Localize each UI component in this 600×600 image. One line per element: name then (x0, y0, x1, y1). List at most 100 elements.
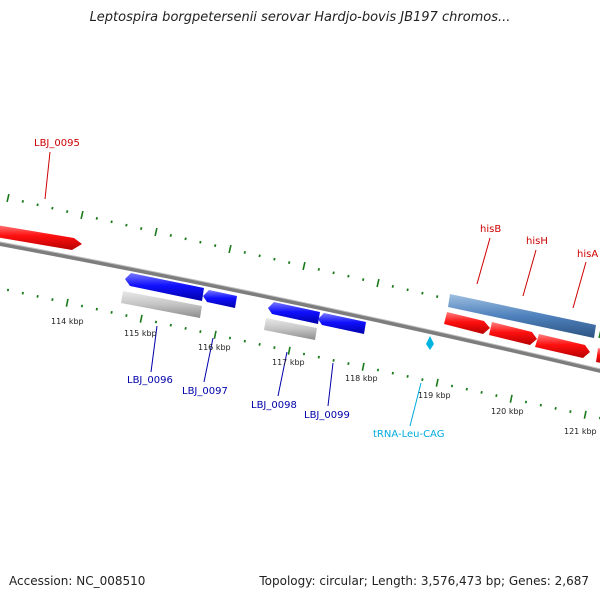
pseudo-gene-2[interactable] (264, 318, 317, 340)
minor-tick (569, 410, 572, 414)
minor-tick (495, 394, 498, 398)
gene-lbj-0095[interactable] (0, 224, 82, 250)
label-his-b[interactable]: hisB (480, 224, 501, 235)
minor-tick (317, 267, 320, 271)
minor-tick (199, 330, 202, 334)
major-tick (6, 193, 10, 203)
gene-his-b[interactable] (444, 312, 490, 334)
major-tick (598, 330, 600, 339)
minor-tick (347, 274, 350, 278)
minor-tick (376, 368, 380, 372)
minor-tick (21, 199, 24, 203)
minor-tick (110, 310, 113, 314)
minor-tick (110, 220, 113, 224)
trna-leu-cag-marker[interactable] (426, 336, 434, 350)
major-tick (435, 378, 439, 387)
label-lbj-0098[interactable]: LBJ_0098 (251, 400, 297, 411)
minor-tick (243, 250, 246, 254)
minor-tick (391, 284, 394, 288)
minor-tick (347, 362, 350, 366)
kbp-label-121: 121 kbp (564, 427, 597, 436)
minor-tick (421, 291, 424, 295)
minor-tick (362, 278, 365, 282)
operon-his[interactable] (448, 294, 596, 338)
label-lbj-0099[interactable]: LBJ_0099 (304, 410, 350, 421)
gene-lbj-0099[interactable] (318, 313, 366, 334)
label-lbj-0095[interactable]: LBJ_0095 (34, 138, 80, 149)
major-tick (376, 278, 380, 288)
gene-lbj-0097[interactable] (203, 290, 237, 308)
label-lbj-0096[interactable]: LBJ_0096 (127, 375, 173, 386)
minor-tick (21, 291, 24, 295)
minor-tick (258, 342, 261, 346)
minor-tick (406, 374, 409, 378)
minor-tick (169, 233, 172, 237)
minor-tick (243, 339, 246, 343)
kbp-label-119: 119 kbp (418, 391, 451, 400)
minor-tick (36, 203, 39, 207)
label-lbj-0097[interactable]: LBJ_0097 (182, 386, 228, 397)
minor-tick (125, 314, 128, 318)
minor-tick (450, 384, 454, 388)
minor-tick (332, 358, 335, 362)
minor-tick (554, 406, 557, 410)
minor-tick (317, 355, 320, 359)
map-title: Leptospira borgpetersenii serovar Hardjo… (89, 10, 511, 25)
label-his-h[interactable]: hisH (526, 236, 548, 247)
minor-tick (480, 390, 483, 394)
minor-tick (228, 336, 232, 340)
minor-tick (258, 254, 261, 258)
chromosome-backbone-highlight (0, 241, 600, 370)
major-tick (80, 210, 84, 220)
minor-tick (199, 240, 202, 244)
major-tick (139, 314, 143, 323)
minor-tick (465, 387, 468, 391)
major-tick (228, 244, 232, 254)
minor-tick (391, 371, 394, 375)
topology-summary: Topology: circular; Length: 3,576,473 bp… (259, 574, 589, 588)
accession-text: Accession: NC_008510 (9, 574, 146, 588)
minor-tick (154, 320, 158, 324)
kbp-label-114: 114 kbp (51, 317, 84, 326)
kbp-label-116: 116 kbp (198, 343, 231, 352)
minor-tick (524, 400, 528, 404)
gene-his-h[interactable] (489, 322, 537, 345)
major-tick (213, 330, 217, 339)
kbp-label-118: 118 kbp (345, 374, 378, 383)
pseudo-gene-1[interactable] (121, 291, 202, 318)
minor-tick (184, 237, 187, 241)
major-tick (65, 298, 69, 307)
chromosome-backbone (0, 241, 600, 373)
major-tick (302, 261, 306, 271)
minor-tick (273, 257, 276, 261)
minor-tick (6, 288, 10, 292)
major-tick (287, 346, 291, 355)
minor-tick (539, 403, 542, 407)
minor-tick (95, 307, 98, 311)
label-leaders (44, 151, 587, 427)
minor-tick (302, 352, 306, 356)
minor-tick (66, 210, 69, 214)
minor-tick (421, 378, 424, 382)
minor-tick (51, 206, 54, 210)
minor-tick (214, 244, 217, 248)
minor-tick (332, 271, 335, 275)
major-tick (583, 410, 587, 419)
kbp-label-117: 117 kbp (272, 358, 305, 367)
label-his-a[interactable]: hisA (577, 249, 598, 260)
gene-next-forward[interactable] (596, 348, 600, 364)
gene-his-a[interactable] (535, 334, 590, 358)
kbp-label-120: 120 kbp (491, 407, 524, 416)
minor-tick (273, 346, 276, 350)
minor-tick (184, 326, 187, 330)
minor-tick (406, 288, 409, 292)
minor-tick (125, 223, 128, 227)
gene-lbj-0096[interactable] (125, 273, 204, 301)
minor-tick (436, 295, 439, 299)
minor-tick (51, 298, 54, 302)
gene-lbj-0098[interactable] (268, 302, 320, 324)
label-trna-leu-cag[interactable]: tRNA-Leu-CAG (373, 429, 444, 440)
major-tick (509, 394, 513, 403)
minor-tick (288, 261, 291, 265)
